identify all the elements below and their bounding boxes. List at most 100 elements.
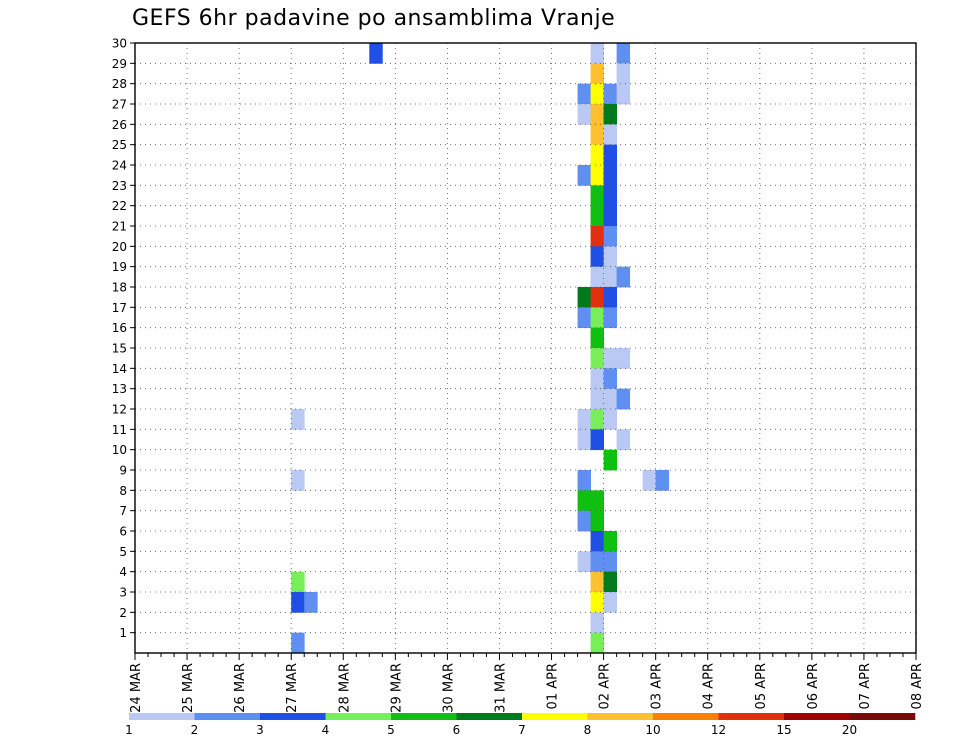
legend-label: 7: [518, 723, 526, 737]
y-tick-label: 5: [119, 545, 127, 559]
y-tick-label: 22: [112, 199, 127, 213]
heatmap-cell: [616, 63, 631, 85]
heatmap-cell: [590, 531, 604, 552]
heatmap-cell: [603, 124, 618, 146]
heatmap-cell: [577, 429, 591, 451]
x-tick-label: 26 MAR: [233, 663, 248, 713]
y-tick-label: 12: [112, 403, 127, 417]
heatmap-cell: [577, 104, 591, 125]
heatmap-cell: [603, 307, 618, 329]
x-tick-label: 24 MAR: [129, 663, 144, 713]
legend-swatch: [784, 713, 850, 720]
y-tick-label: 17: [112, 301, 127, 315]
heatmap-cell: [577, 307, 591, 329]
y-tick-label: 8: [119, 484, 127, 498]
heatmap-cell: [590, 83, 604, 105]
heatmap-cell: [577, 165, 591, 186]
heatmap-cell: [369, 43, 383, 64]
legend-swatch: [456, 713, 523, 720]
y-tick-label: 20: [112, 240, 127, 254]
heatmap-cell: [616, 388, 631, 410]
heatmap-cell: [577, 409, 591, 430]
y-tick-label: 30: [112, 37, 127, 51]
x-tick-label: 06 APR: [806, 663, 821, 709]
legend-swatch: [718, 713, 785, 720]
x-tick-label: 08 APR: [910, 663, 925, 709]
y-tick-label: 16: [112, 321, 127, 335]
heatmap-cell: [577, 470, 591, 491]
heatmap-cell: [291, 592, 305, 613]
x-tick-label: 02 APR: [598, 663, 613, 709]
heatmap-cell: [590, 307, 604, 329]
x-tick-label: 29 MAR: [389, 663, 404, 713]
x-tick-label: 27 MAR: [285, 663, 300, 713]
legend-label: 8: [584, 723, 592, 737]
y-tick-label: 24: [112, 159, 127, 173]
heatmap-cell: [590, 612, 604, 634]
heatmap-cell: [590, 409, 604, 430]
heatmap-cell: [603, 246, 618, 268]
legend-label: 1: [125, 723, 133, 737]
heatmap-cell: [590, 510, 604, 532]
heatmap-cell: [590, 368, 604, 390]
legend-swatch: [129, 713, 195, 720]
y-tick-label: 19: [112, 260, 127, 274]
legend-swatch: [849, 713, 916, 720]
heatmap-cell: [603, 205, 618, 227]
x-tick-label: 01 APR: [546, 663, 561, 709]
y-tick-label: 27: [112, 98, 127, 112]
heatmap-cell: [590, 429, 604, 451]
heatmap-cell: [590, 551, 604, 573]
heatmap-cell: [590, 43, 604, 64]
legend-swatch: [194, 713, 261, 720]
heatmap-cell: [642, 470, 657, 491]
x-tick-label: 05 APR: [754, 663, 769, 709]
x-tick-label: 07 APR: [858, 663, 873, 709]
x-tick-label: 03 APR: [650, 663, 665, 709]
heatmap-cell: [616, 43, 631, 64]
heatmap-cell: [304, 592, 318, 613]
y-tick-label: 7: [119, 504, 127, 518]
heatmap-cell: [603, 83, 618, 105]
legend-label: 2: [191, 723, 199, 737]
legend-label: 20: [842, 723, 857, 737]
heatmap-cell: [291, 409, 305, 430]
heatmap-cell: [590, 388, 604, 410]
y-tick-label: 25: [112, 138, 127, 152]
legend-swatch: [325, 713, 392, 720]
heatmap-cell: [603, 348, 618, 369]
heatmap-cell: [577, 510, 591, 532]
y-tick-label: 6: [119, 525, 127, 539]
heatmap-cell: [603, 165, 618, 186]
heatmap-cell: [590, 104, 604, 125]
y-tick-label: 21: [112, 220, 127, 234]
y-tick-label: 1: [119, 626, 127, 640]
y-tick-label: 13: [112, 382, 127, 396]
y-tick-label: 28: [112, 77, 127, 91]
heatmap-cell: [603, 185, 618, 207]
y-tick-label: 29: [112, 57, 127, 71]
y-tick-label: 3: [119, 586, 127, 600]
legend-label: 10: [645, 723, 660, 737]
legend-label: 6: [453, 723, 461, 737]
heatmap-cell: [590, 185, 604, 207]
heatmap-cell: [590, 63, 604, 85]
x-tick-label: 28 MAR: [337, 663, 352, 713]
y-tick-label: 11: [112, 423, 127, 437]
heatmap-cell: [603, 226, 618, 247]
heatmap-cell: [603, 144, 618, 166]
y-tick-label: 23: [112, 179, 127, 193]
y-tick-label: 10: [112, 443, 127, 457]
heatmap-cell: [590, 165, 604, 186]
x-tick-label: 30 MAR: [441, 663, 456, 713]
legend-swatch: [653, 713, 719, 720]
heatmap-cell: [616, 83, 631, 105]
y-tick-label: 14: [112, 362, 127, 376]
heatmap-cell: [590, 266, 604, 288]
heatmap-cell: [577, 287, 591, 308]
x-tick-label: 25 MAR: [181, 663, 196, 713]
heatmap-cell: [590, 124, 604, 146]
heatmap-cell: [603, 592, 618, 613]
legend-swatch: [587, 713, 654, 720]
